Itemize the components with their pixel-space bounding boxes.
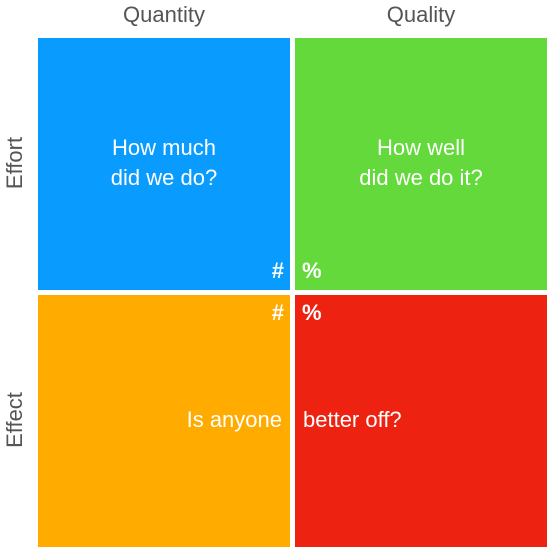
- count-symbol: #: [271, 300, 284, 325]
- quadrant-quality-effect: better off? %: [295, 295, 547, 547]
- row-label-effort: Effort: [2, 136, 27, 190]
- question-line-2: did we do?: [110, 165, 218, 190]
- row-label-effect: Effect: [2, 392, 27, 448]
- question-how-much: How much did we do?: [38, 133, 290, 193]
- percent-symbol: %: [302, 300, 322, 325]
- question-better-off: better off?: [303, 407, 402, 432]
- quadrant-quality-effort: How well did we do it? %: [295, 38, 547, 290]
- question-line-1: How well: [376, 135, 466, 160]
- quadrant-quantity-effort: How much did we do? #: [38, 38, 290, 290]
- column-label-quality: Quality: [386, 2, 456, 27]
- percent-symbol: %: [302, 258, 322, 283]
- question-is-anyone: Is anyone: [186, 407, 282, 432]
- question-how-well: How well did we do it?: [295, 133, 547, 193]
- column-label-quantity: Quantity: [123, 2, 205, 27]
- question-line-2: did we do it?: [359, 165, 483, 190]
- count-symbol: #: [271, 258, 284, 283]
- quadrant-quantity-effect: Is anyone #: [38, 295, 290, 547]
- question-line-1: How much: [112, 135, 216, 160]
